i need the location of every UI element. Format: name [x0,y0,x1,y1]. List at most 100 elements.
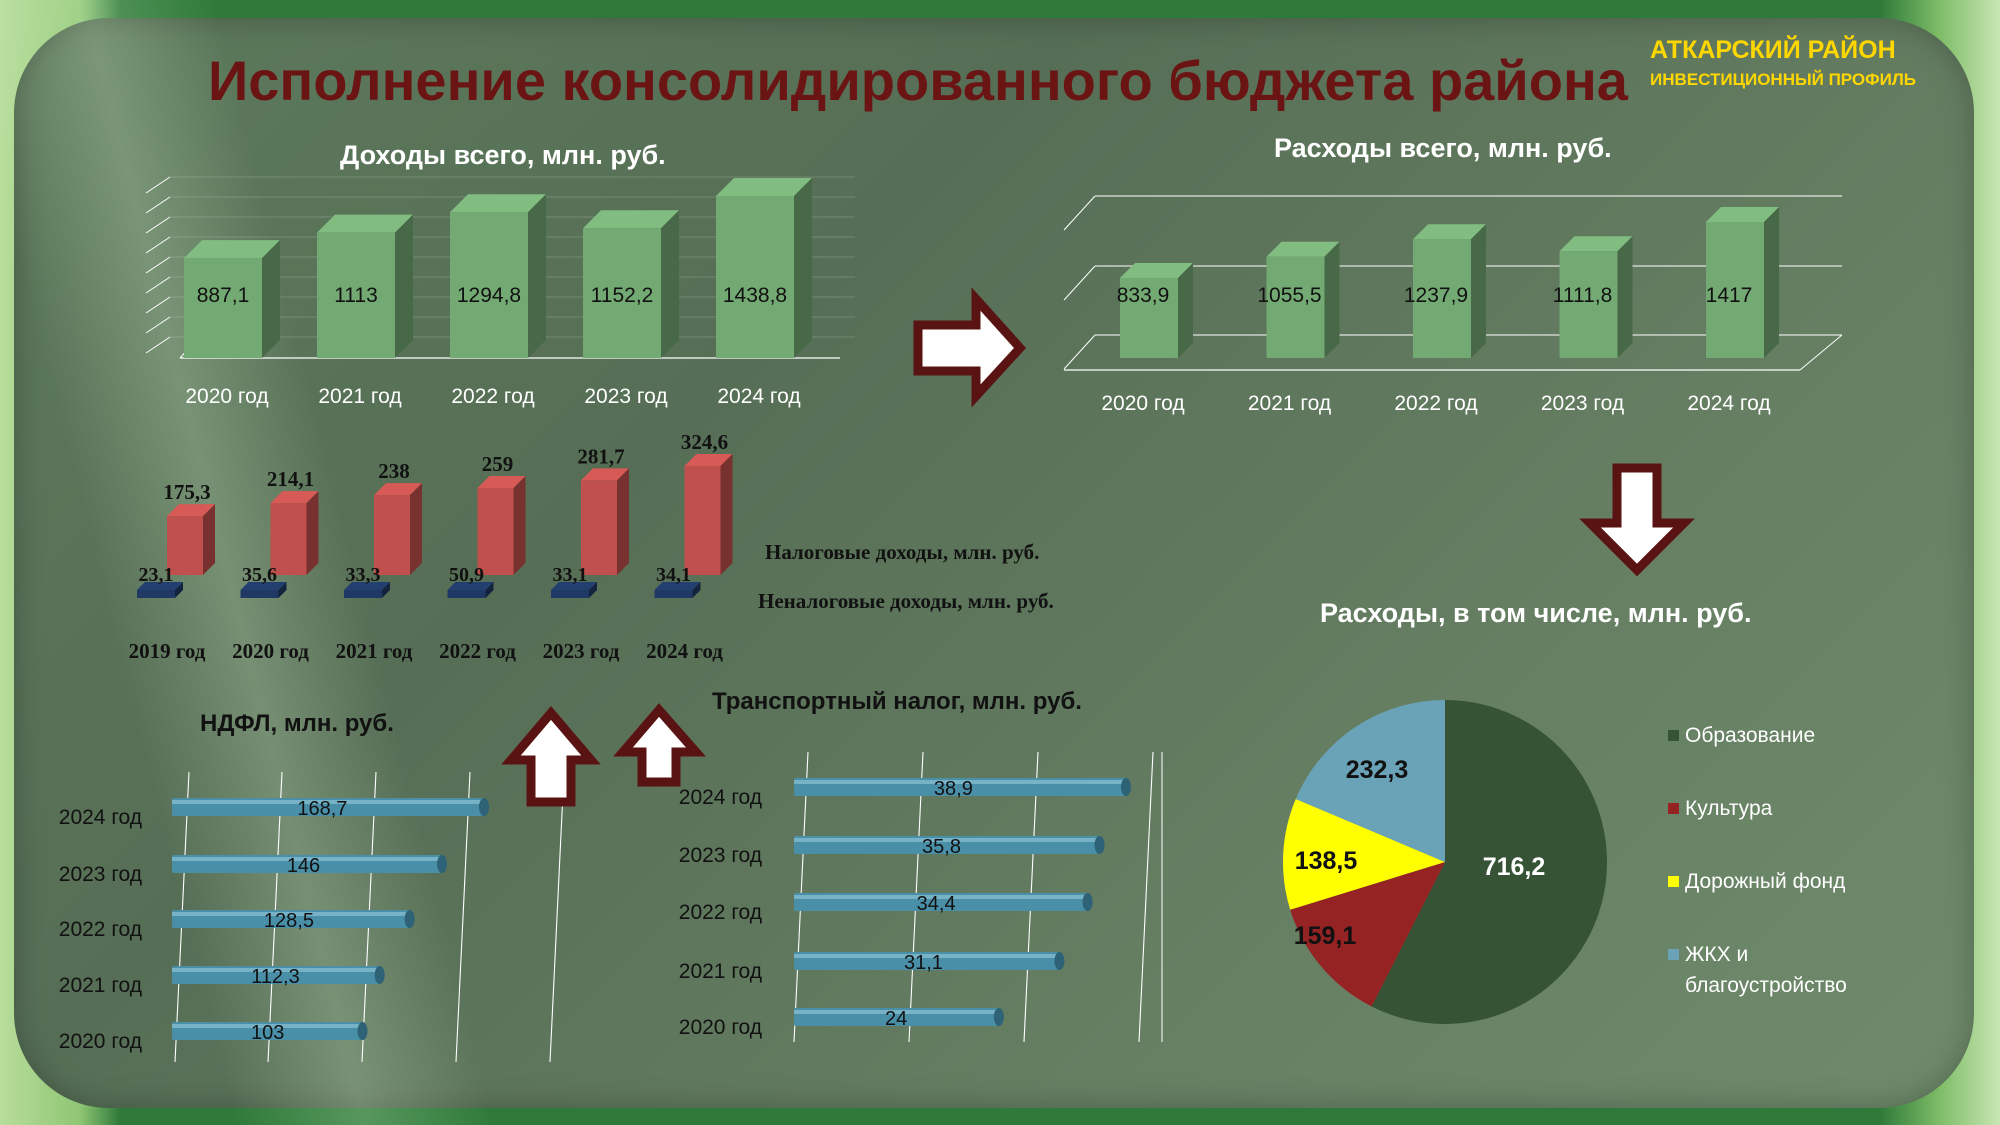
non-tax-revenue-bar-front [447,590,486,598]
pie-value-label: 716,2 [1483,853,1546,881]
transport-tax-bar-highlight [794,838,1100,842]
ndfl-value-label: 112,3 [251,966,300,988]
ndfl-bar-highlight [172,968,380,972]
ndfl-bar-cap [374,966,385,984]
tax-revenue-bar [684,454,733,575]
non-tax-revenue-value-label: 33,3 [346,564,381,586]
tax-revenue-bar-top [581,468,629,481]
ndfl-category-label: 2021 год [59,974,142,997]
income-bar-side [262,240,280,358]
transport-tax-bar-highlight [794,895,1088,899]
tax-revenue-bar-top [270,491,319,504]
income-bar-side [794,178,812,358]
expense-bar-top [1706,207,1779,222]
expense-bar [1559,236,1633,358]
non-tax-revenue-bar-front [654,590,693,598]
transport-tax-category-label: 2023 год [679,844,762,867]
income-bar-top [716,178,812,196]
tax-revenue-bar-side [410,483,422,575]
income-gridline [145,336,171,354]
non-tax-revenue-bar [447,582,494,598]
income-bar-side [395,214,413,358]
tax-revenue-value-label: 214,1 [267,467,314,491]
pie-slice [1290,862,1445,1007]
transport-tax-bar-highlight [794,780,1126,784]
expense-bar-top [1559,236,1633,252]
tax-revenue-bar-side [513,476,526,575]
income-bar-top [583,210,679,229]
expense-bar-side [1178,262,1193,358]
ndfl-chart-title: НДФЛ, млн. руб. [200,710,394,737]
expense-bar-front [1706,222,1764,358]
tax-revenue-bar-front [374,495,410,575]
income-category-label: 2021 год [318,385,401,408]
tax-revenue-bar-front [167,516,203,575]
non-tax-revenue-bar-front [551,590,589,598]
revenue-category-label: 2019 год [129,639,206,663]
income-bar-top [317,214,413,233]
transport-tax-bar-cap [1054,952,1065,970]
ndfl-bar-cap [357,1022,368,1040]
non-tax-revenue-bar-top [551,582,597,590]
non-tax-revenue-value-label: 34,1 [656,564,691,586]
income-bar-top [184,240,280,259]
tax-revenue-value-label: 324,6 [681,430,728,454]
pie-legend-swatch [1668,730,1679,741]
non-tax-revenue-bar [654,582,701,598]
transport-tax-value-label: 34,4 [917,893,956,915]
income-value-label: 1438,8 [723,284,787,307]
revenue-category-label: 2023 год [543,639,620,663]
non-tax-revenue-bar-top [344,582,390,590]
expense-floor-depth [1799,334,1843,371]
expense-bar-top [1120,262,1193,278]
non-tax-revenue-bar [344,582,390,598]
pie-legend-label: Образование [1685,724,1815,747]
expense-bar-side [1617,236,1633,358]
ndfl-bar-highlight [172,1024,363,1028]
tax-revenue-bar-front [684,466,721,575]
up-arrow-right [613,703,706,787]
expense-category-label: 2023 год [1541,392,1624,415]
right-arrow [913,287,1027,408]
down-arrow [1579,463,1695,577]
transport-tax-value-label: 38,9 [934,778,973,800]
income-category-label: 2024 год [717,385,800,408]
transport-tax-bar-cap [1121,778,1131,796]
income-bar [583,210,679,358]
income-bar-front [716,196,794,358]
tax-revenue-bar-side [617,468,629,575]
income-gridline [145,316,171,334]
tax-revenue-bar-top [477,476,526,489]
transport-tax-category-label: 2022 год [679,901,762,924]
income-bar-front [317,232,395,358]
expense-bar-top [1266,241,1340,257]
pie-value-label: 138,5 [1295,847,1358,875]
pie-legend-swatch [1668,949,1679,960]
ndfl-value-label: 103 [251,1022,284,1044]
ndfl-bar-cap [479,798,489,816]
pie-slice [1371,700,1608,1025]
income-value-label: 1294,8 [457,284,521,307]
income-value-label: 1113 [334,284,378,307]
expense-value-label: 833,9 [1117,284,1170,307]
income-chart-title: Доходы всего, млн. руб. [340,140,666,170]
transport-tax-chart-title: Транспортный налог, млн. руб. [712,688,1082,715]
ndfl-category-label: 2024 год [59,806,142,829]
district-name: АТКАРСКИЙ РАЙОН [1650,36,1896,64]
non-tax-revenue-bar [551,582,597,598]
expense-bar-front [1413,239,1471,358]
expense-bar-side [1324,241,1340,358]
tax-revenue-legend-label: Налоговые доходы, млн. руб. [765,540,1039,564]
non-tax-revenue-bar-side [485,582,494,598]
non-tax-revenue-value-label: 35,6 [242,564,277,586]
income-gridline [145,216,171,234]
ndfl-gridline [455,771,471,1063]
expense-category-label: 2022 год [1394,392,1477,415]
non-tax-revenue-bar-front [137,590,175,598]
transport-tax-category-label: 2021 год [679,960,762,983]
pie-legend-swatch [1668,803,1679,814]
non-tax-revenue-bar-top [654,582,701,590]
income-bar [317,214,413,358]
expense-bar-front [1120,277,1178,358]
transport-tax-value-label: 35,8 [922,836,961,858]
